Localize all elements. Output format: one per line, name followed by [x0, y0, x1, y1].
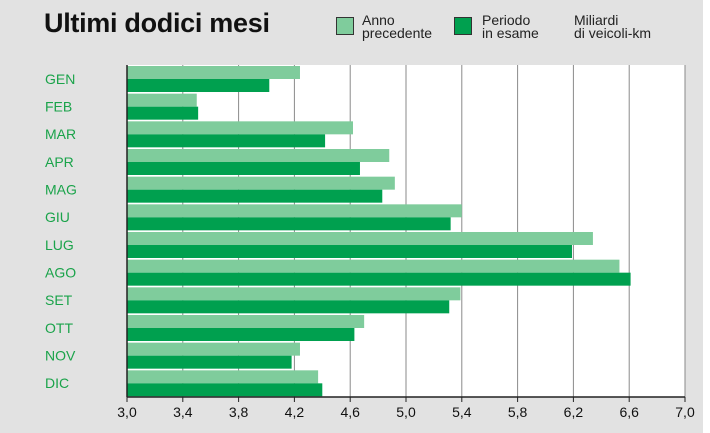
bar-current-period	[127, 106, 199, 120]
bar-current-period	[127, 162, 360, 175]
bar-current-period	[127, 355, 292, 369]
x-tick-label: 5,0	[396, 404, 416, 420]
bar-current-period	[127, 245, 573, 258]
x-tick-label: 5,8	[508, 404, 528, 420]
x-tick-label: 3,0	[117, 404, 137, 420]
legend-label-previous-year: Anno precedente	[362, 12, 433, 41]
x-tick-label: 5,4	[452, 404, 472, 420]
month-label: AGO	[45, 265, 76, 281]
legend-swatch-previous-year	[336, 17, 354, 35]
bar-previous-year	[127, 342, 300, 356]
bar-current-period	[127, 272, 631, 286]
month-label: NOV	[45, 348, 76, 364]
bar-previous-year	[127, 149, 390, 162]
bar-previous-year	[127, 370, 319, 384]
bar-previous-year	[127, 93, 197, 107]
month-label: MAR	[45, 126, 76, 142]
bar-current-period	[127, 217, 451, 231]
x-tick-label: 4,6	[340, 404, 360, 420]
bar-current-period	[127, 189, 383, 203]
x-tick-label: 3,4	[173, 404, 193, 420]
legend-label-current-period: Periodo in esame	[482, 12, 539, 41]
bar-previous-year	[127, 232, 593, 245]
bar-current-period	[127, 300, 450, 314]
chart-title: Ultimi dodici mesi	[44, 8, 270, 38]
bar-previous-year	[127, 204, 462, 218]
bar-current-period	[127, 134, 326, 148]
month-label: FEB	[45, 99, 72, 115]
month-label: LUG	[45, 237, 74, 253]
bar-previous-year	[127, 287, 461, 301]
unit-label: Miliardi di veicoli-km	[574, 12, 652, 41]
bar-previous-year	[127, 259, 620, 273]
bar-previous-year	[127, 176, 395, 190]
month-label: APR	[45, 154, 74, 170]
month-label: MAG	[45, 182, 77, 198]
bar-previous-year	[127, 315, 365, 328]
x-tick-label: 3,8	[229, 404, 249, 420]
bar-current-period	[127, 79, 270, 92]
x-tick-label: 6,6	[619, 404, 639, 420]
month-label: SET	[45, 292, 73, 308]
bar-current-period	[127, 328, 355, 341]
month-label: GIU	[45, 209, 70, 225]
x-tick-label: 4,2	[285, 404, 305, 420]
x-tick-label: 6,2	[564, 404, 584, 420]
legend-swatch-current-period	[454, 17, 472, 35]
month-label: GEN	[45, 71, 75, 87]
bar-current-period	[127, 383, 323, 397]
month-label: OTT	[45, 320, 73, 336]
bar-previous-year	[127, 121, 353, 135]
bar-previous-year	[127, 66, 300, 79]
x-tick-label: 7,0	[675, 404, 695, 420]
month-label: DIC	[45, 375, 69, 391]
